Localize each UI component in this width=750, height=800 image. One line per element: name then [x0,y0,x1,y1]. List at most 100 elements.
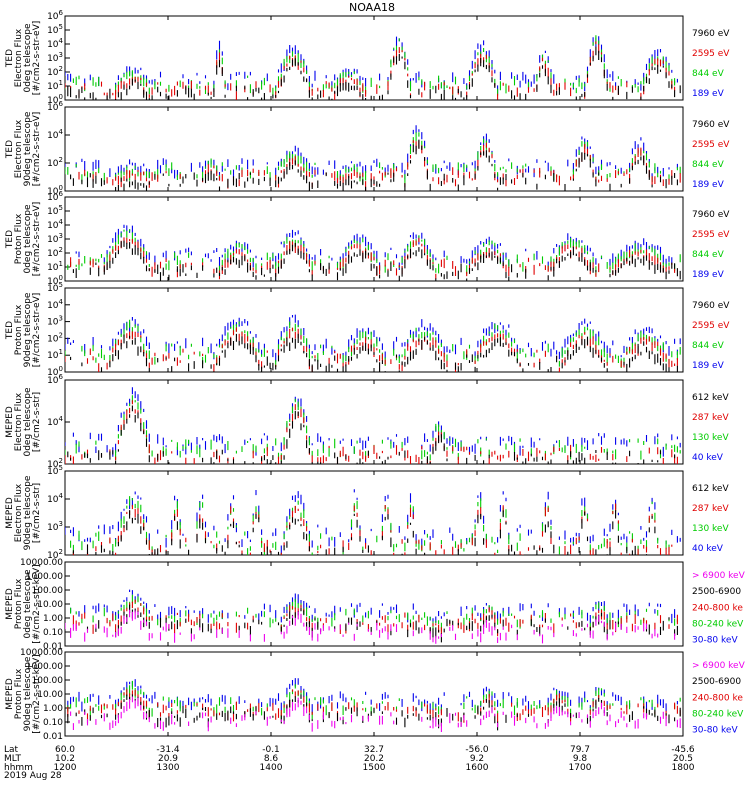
legend-entry: 7960 eV [692,210,730,220]
y-tick-label: 102 [47,246,63,259]
y-axis-label-line: 0deg telescope [23,23,33,93]
y-axis-label-line: MEPED [5,588,15,620]
legend-entry: 240-800 ke [692,603,743,613]
series-trace [65,41,676,100]
legend-entry: 287 keV [692,413,729,423]
panel-7: 0.010.101.0010.00100.001000.0010000.00ME… [5,558,746,652]
series-trace [72,599,678,637]
legend-entry: 612 keV [692,393,729,403]
y-tick-label: 102 [47,331,63,344]
y-axis-label-line: 0deg telescope [23,204,33,274]
y-axis-label-line: [#/cm2-s-str-keV] [32,564,42,643]
y-axis-label-line: TED [5,230,15,249]
y-axis-label-line: 90deg telescope [23,656,33,731]
y-axis-label: TED Electron Flux 0deg telescope [#/cm2-s-s… [5,21,42,96]
legend-entry: 189 eV [692,270,725,280]
x-row-value: 20.2 [364,754,384,764]
x-row-label: MLT [4,754,22,764]
series-trace [65,400,678,464]
y-axis-label-line: Electron Flux [14,28,24,87]
series-trace [67,680,681,720]
y-axis-label-line: MEPED [5,497,15,529]
legend-entry: 7960 eV [692,120,730,130]
series-trace [67,46,681,100]
series-trace [67,229,681,276]
x-row-value: 1500 [363,763,386,773]
legend-entry: 2595 eV [692,49,730,59]
legend-entry: 844 eV [692,341,725,351]
legend-entry: > 6900 keV [692,571,746,581]
y-tick-label: 10.00 [37,690,63,700]
legend-entry: 2595 eV [692,321,730,331]
traces [65,489,681,555]
y-axis-label-line: TED [5,49,15,68]
series-trace [86,604,678,643]
series-trace [65,609,676,644]
x-row-value: 1200 [54,763,77,773]
panel-8: 0.010.101.0010.00100.001000.0010000.00ME… [5,648,746,742]
legend-entry: 287 keV [692,504,729,514]
series-trace [72,510,656,555]
y-tick-label: 10000.00 [20,648,63,658]
traces [67,224,681,281]
y-axis-label-line: Proton Flux [14,668,24,719]
traces [65,678,681,732]
y-axis-label-line: Proton Flux [14,304,24,355]
y-axis-label-line: TED [5,140,15,159]
y-tick-label: 10000.00 [20,558,63,568]
y-tick-label: 104 [47,415,63,428]
y-axis-label-line: 90deg telescope [23,475,33,550]
series-trace [75,224,673,271]
y-axis-label-line: Electron Flux [14,119,24,178]
y-axis-label-line: [#/cm2-s-str-eV] [32,112,42,187]
x-row-value: 32.7 [364,745,384,755]
legend-entry: 2595 eV [692,140,730,150]
y-axis-label-line: [#/cm2-s-str-eV] [32,21,42,96]
legend-entry: 844 eV [692,160,725,170]
series-trace [65,35,676,96]
bottom-axis: Lat 60.0 -31.4 -0.1 32.7 -56.0 79.7 -45.6 MLT 10.… [4,745,695,773]
traces [65,589,678,644]
x-row-value: -45.6 [671,745,695,755]
y-tick-label: 0.01 [43,642,63,652]
legend-entry: 7960 eV [692,301,730,311]
y-tick-label: 102 [47,65,63,78]
series-trace [67,405,676,464]
y-axis-label: TED Proton Flux 0deg telescope [#/cm2-s-str… [5,202,42,277]
series-trace [65,387,681,457]
y-tick-label: 0.10 [43,718,63,728]
y-axis-label-line: 0deg telescope [23,569,33,639]
legend-entry: 30-80 keV [692,726,738,736]
series-trace [65,489,681,555]
y-tick-label: 103 [47,232,63,245]
y-axis-label-line: Proton Flux [14,213,24,264]
legend-entry: 2500-6900 [692,677,741,687]
x-row-value: 1800 [672,763,695,773]
traces [65,387,681,464]
y-tick-label: 1.00 [43,704,63,714]
y-tick-label: 105 [47,23,63,36]
series-trace [70,696,681,732]
y-tick-label: 0.10 [43,628,63,638]
y-axis-label-line: [#/cm2-s-str] [32,392,42,452]
series-trace [65,694,681,731]
chart-title: NOAA18 [349,1,395,14]
x-row-value: 79.7 [570,745,590,755]
legend-entry: 189 eV [692,180,725,190]
x-row-value: 10.2 [55,754,75,764]
y-tick-label: 0.01 [43,732,63,742]
x-row-label: Lat [4,745,19,755]
y-axis-label-line: 90deg telescope [23,111,33,186]
y-axis-label-line: MEPED [5,406,15,438]
y-tick-label: 102 [47,156,63,169]
y-tick-label: 103 [47,315,63,328]
y-axis-label-line: 0deg telescope [23,387,33,457]
series-trace [70,333,678,372]
y-axis-label-line: [#/cm2-s-str-eV] [32,202,42,277]
traces [65,125,681,191]
legend-entry: 189 eV [692,89,725,99]
x-row-value: 20.9 [158,754,178,764]
